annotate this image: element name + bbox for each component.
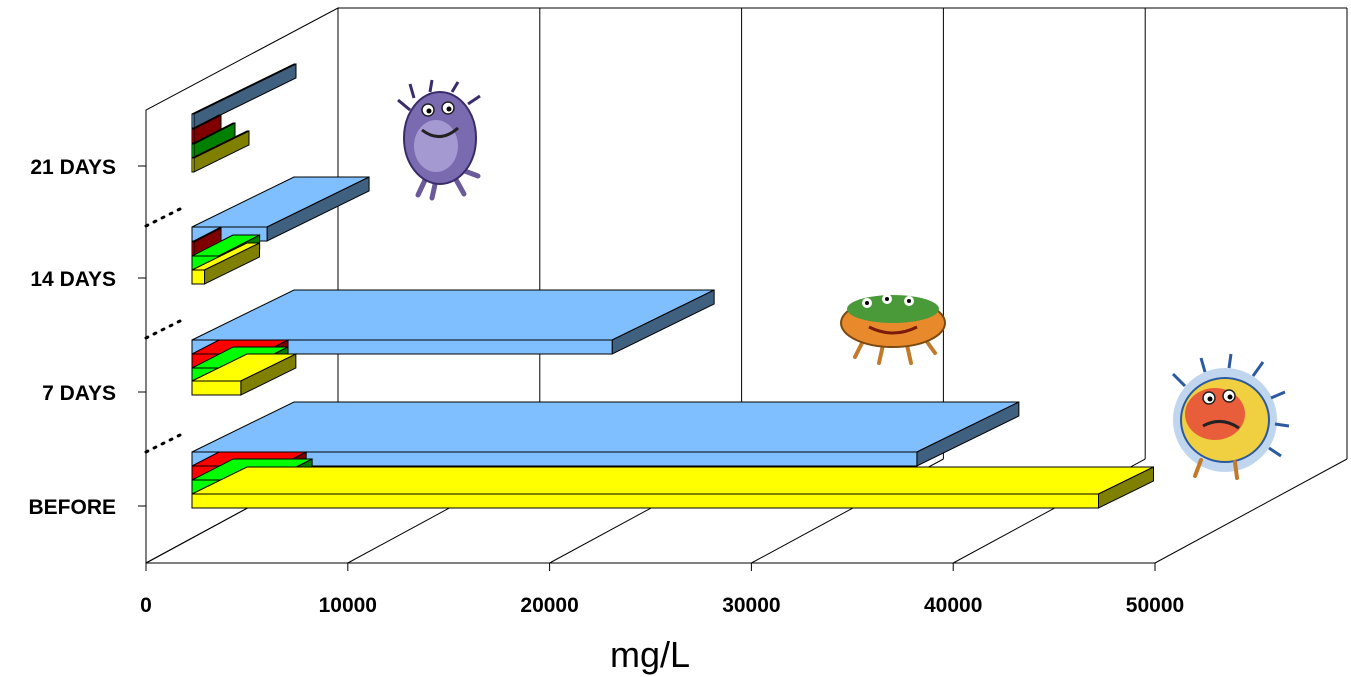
bar-front bbox=[191, 451, 918, 467]
floor-gridline bbox=[1154, 458, 1348, 564]
bar bbox=[191, 130, 250, 173]
bar-front bbox=[191, 380, 242, 396]
bars bbox=[191, 63, 1154, 509]
bar bbox=[191, 466, 1154, 509]
bar bbox=[191, 289, 715, 355]
orange-green-germ-icon bbox=[840, 294, 946, 365]
bar-top bbox=[191, 401, 1020, 453]
y-tick-label: BEFORE bbox=[28, 496, 116, 519]
bar bbox=[191, 353, 297, 396]
bar-front bbox=[191, 113, 195, 129]
bar-front bbox=[191, 157, 195, 173]
x-tick-label: 0 bbox=[140, 594, 152, 617]
x-tick-label: 40000 bbox=[924, 594, 982, 617]
x-axis-label: mg/L bbox=[610, 634, 690, 675]
bar bbox=[191, 242, 261, 285]
bar-front bbox=[191, 269, 206, 285]
bar-front bbox=[191, 339, 613, 355]
bar bbox=[191, 114, 222, 144]
bar-side bbox=[193, 63, 297, 129]
category-separator bbox=[144, 430, 188, 454]
x-tick-label: 20000 bbox=[520, 594, 578, 617]
category-separator bbox=[144, 316, 188, 340]
purple-germ-icon bbox=[397, 79, 481, 201]
x-tick-label: 30000 bbox=[722, 594, 780, 617]
bar-front bbox=[191, 241, 195, 257]
bar-front bbox=[191, 143, 195, 159]
x-tick-label: 50000 bbox=[1126, 594, 1184, 617]
red-yellow-germ-icon bbox=[1171, 353, 1290, 480]
bar-front bbox=[191, 128, 195, 144]
category-separator bbox=[144, 204, 188, 228]
bar bbox=[191, 176, 370, 242]
bar-front bbox=[191, 493, 1099, 509]
y-tick-label: 14 DAYS bbox=[30, 268, 116, 291]
bar bbox=[191, 401, 1020, 467]
category-separators bbox=[144, 204, 188, 454]
x-tick-labels: 0 10000 20000 30000 40000 50000 bbox=[140, 594, 1184, 617]
bar-top bbox=[191, 466, 1154, 495]
y-tick-labels: BEFORE 7 DAYS 14 DAYS 21 DAYS bbox=[28, 156, 116, 519]
bar bbox=[191, 63, 297, 129]
x-tick-label: 10000 bbox=[319, 594, 377, 617]
y-tick-label: 21 DAYS bbox=[30, 156, 116, 179]
bar bbox=[191, 122, 236, 159]
y-tick-label: 7 DAYS bbox=[42, 382, 116, 405]
